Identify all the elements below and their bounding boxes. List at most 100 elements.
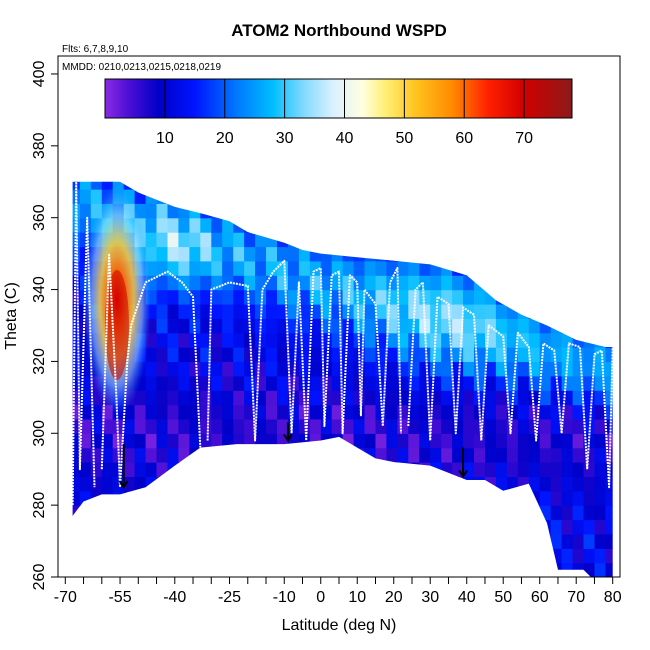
heatmap-cell [189, 275, 201, 291]
heatmap-cell [134, 562, 147, 577]
heatmap-cell [353, 505, 366, 521]
heatmap-cell [616, 405, 628, 420]
heatmap-cell [287, 519, 300, 535]
heatmap-cell [244, 347, 256, 362]
heatmap-cell [189, 232, 201, 248]
heatmap-cell [79, 447, 92, 463]
heatmap-cell [266, 447, 278, 463]
heatmap-cell [353, 447, 366, 463]
heatmap-cell [463, 289, 475, 305]
heatmap-cell [211, 505, 223, 521]
heatmap-cell [594, 375, 606, 391]
heatmap-cell [419, 275, 431, 291]
heatmap-cell [156, 548, 168, 564]
heatmap-cell [123, 433, 136, 449]
heatmap-cell [550, 562, 563, 577]
heatmap-cell [419, 203, 431, 219]
chart-title: ATOM2 Northbound WSPD [231, 21, 447, 40]
heatmap-cell [485, 217, 497, 233]
heatmap-cell [506, 462, 519, 477]
heatmap-cell [485, 390, 497, 406]
heatmap-cell [539, 181, 552, 190]
heatmap-cell [90, 390, 103, 406]
heatmap-cell [452, 232, 464, 248]
heatmap-cell [79, 505, 92, 521]
heatmap-cell [244, 390, 256, 406]
heatmap-cell [495, 332, 508, 348]
heatmap-cell [463, 347, 475, 362]
heatmap-cell [419, 519, 431, 535]
heatmap-cell [266, 318, 278, 334]
heatmap-cell [583, 447, 595, 463]
heatmap-cell [309, 275, 322, 291]
heatmap-cell [375, 447, 387, 463]
heatmap-cell [79, 462, 92, 477]
heatmap-cell [200, 347, 212, 362]
colorbar-tick-label: 50 [395, 130, 413, 147]
heatmap-cell [233, 332, 245, 348]
heatmap-cell [528, 332, 541, 348]
y-tick-label: 340 [31, 276, 48, 303]
heatmap-cell [211, 217, 223, 233]
heatmap-cell [616, 290, 628, 305]
heatmap-cell [58, 361, 70, 376]
heatmap-cell [72, 289, 81, 305]
heatmap-cell [430, 160, 442, 175]
heatmap-cell [430, 181, 442, 190]
heatmap-cell [124, 160, 136, 175]
heatmap-cell [309, 188, 322, 204]
heatmap-cell [200, 476, 212, 492]
heatmap-cell [222, 390, 234, 406]
heatmap-cell [506, 318, 519, 334]
heatmap-cell [353, 232, 366, 248]
heatmap-cell [474, 289, 486, 305]
heatmap-cell [419, 476, 431, 492]
x-tick-label: 70 [567, 589, 585, 606]
heatmap-cell [309, 361, 322, 377]
heatmap-cell [255, 361, 267, 377]
heatmap-cell [58, 160, 70, 175]
heatmap-cell [506, 519, 519, 535]
heatmap-cell [277, 246, 289, 262]
heatmap-cell [474, 505, 486, 521]
heatmap-cell [145, 347, 158, 362]
heatmap-cell [331, 476, 344, 492]
heatmap-cell [561, 433, 574, 449]
heatmap-cell [309, 203, 322, 219]
heatmap-cell [517, 562, 530, 577]
heatmap-cell [572, 490, 585, 506]
heatmap-cell [419, 447, 431, 463]
heatmap-cell [528, 562, 541, 577]
heatmap-cell [112, 490, 125, 506]
heatmap-cell [157, 160, 169, 175]
heatmap-cell [397, 447, 409, 463]
heatmap-cell [145, 275, 158, 291]
heatmap-cell [430, 505, 442, 521]
heatmap-cell [233, 404, 245, 420]
heatmap-cell [419, 217, 431, 233]
heatmap-cell [244, 418, 256, 434]
heatmap-cell [419, 246, 431, 262]
heatmap-cell [222, 318, 234, 334]
heatmap-cell [200, 533, 212, 549]
heatmap-cell [277, 318, 289, 334]
heatmap-cell [79, 519, 92, 535]
heatmap-cell [485, 505, 497, 521]
heatmap-cell [298, 462, 311, 477]
heatmap-cell [474, 562, 486, 577]
heatmap-cell [408, 275, 420, 291]
heatmap-cell [386, 303, 398, 319]
heatmap-cell [353, 519, 366, 535]
heatmap-cell [463, 447, 475, 463]
heatmap-cell [375, 418, 387, 434]
heatmap-cell [485, 519, 497, 535]
heatmap-cell [145, 548, 158, 564]
heatmap-cell [79, 533, 92, 549]
heatmap-cell [397, 375, 409, 391]
heatmap-cell [288, 160, 300, 175]
heatmap-cell [474, 476, 486, 492]
heatmap-cell [298, 533, 311, 549]
heatmap-cell [353, 476, 366, 492]
heatmap-cell [605, 188, 613, 204]
heatmap-cell [178, 375, 190, 391]
